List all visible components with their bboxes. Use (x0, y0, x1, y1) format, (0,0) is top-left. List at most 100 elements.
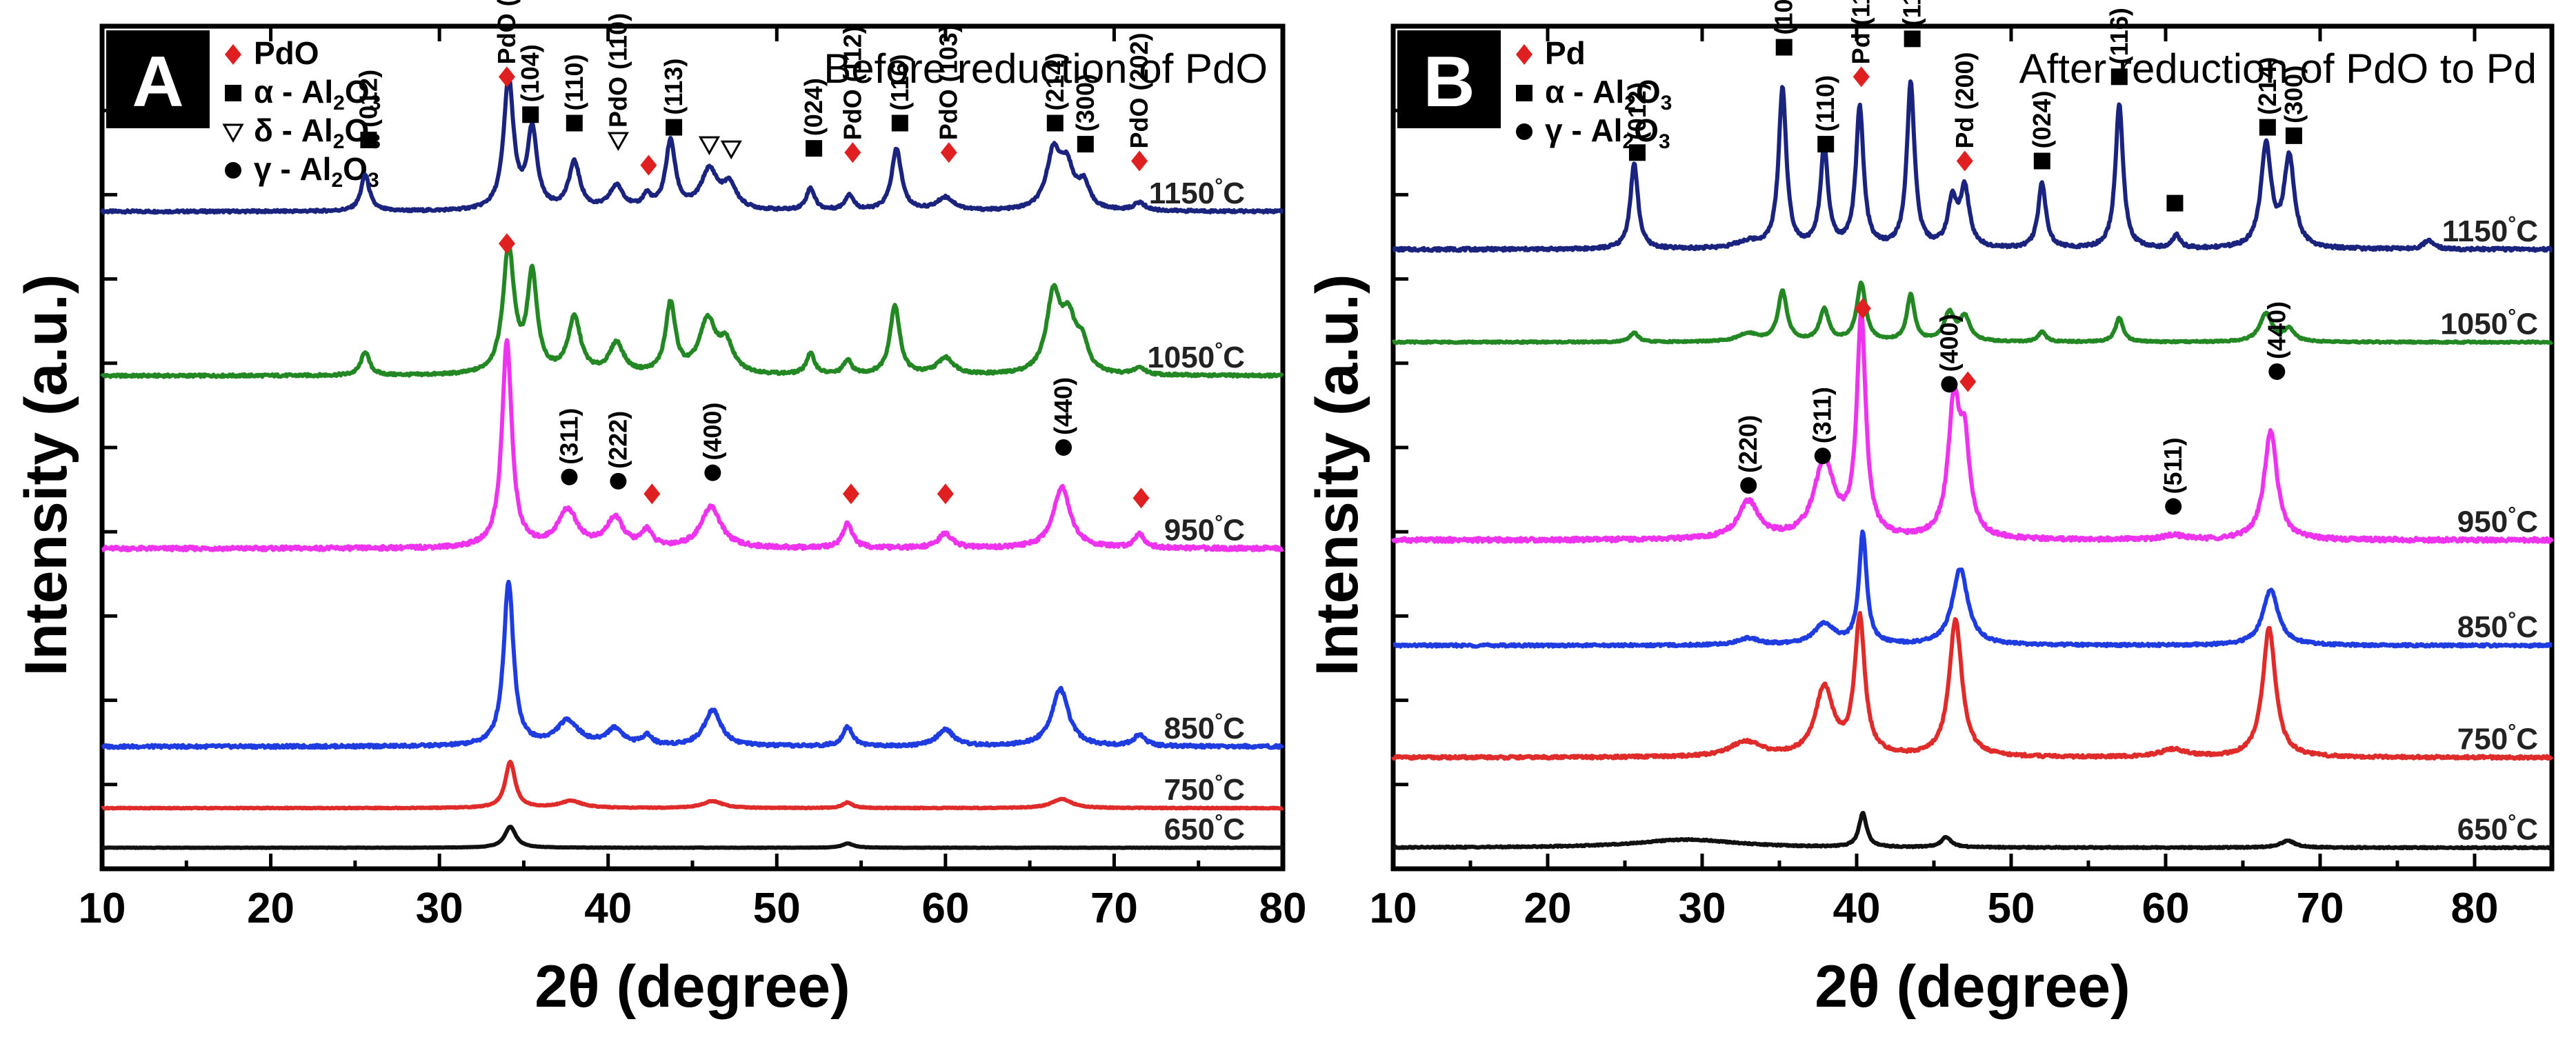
peak-label: (104) (1770, 0, 1798, 35)
series-label-650: 650°C (2457, 810, 2538, 846)
peak-label: (222) (603, 411, 632, 469)
peak-triangle-icon (607, 132, 629, 152)
peak-label: (110) (1811, 75, 1839, 132)
series-label-1150: 1150°C (2442, 212, 2538, 248)
peak-diamond-icon (940, 142, 957, 163)
panel-B: 10 20 30 40 50 60 70 80 2θ (degree) Intensity (a.… (1304, 0, 2555, 1020)
peak-label: (300) (1071, 74, 1099, 132)
series-label-650: 650°C (1164, 810, 1245, 846)
series-line-650 (101, 825, 1284, 850)
peak-diamond-icon (842, 483, 859, 505)
peak-square-icon (2259, 119, 2276, 136)
legend-circle-icon (225, 162, 241, 179)
series-line-1150 (1392, 79, 2553, 253)
peak-square-icon (360, 131, 377, 148)
legend-square-icon (1516, 85, 1532, 101)
peak-diamond-icon (1959, 371, 1977, 392)
peak-diamond-icon (498, 233, 515, 254)
peak-square-icon (891, 114, 908, 132)
peak-label: (113) (1898, 0, 1926, 26)
peak-circle-icon (2165, 498, 2182, 515)
series-line-950 (1391, 310, 2554, 544)
panel-badge (1397, 30, 1501, 128)
legend-label: Pd (1545, 35, 1586, 71)
peak-label: (440) (1049, 377, 1077, 435)
x-tick-label: 50 (1988, 885, 2035, 932)
peak-label: (012) (1623, 82, 1651, 140)
legend-triangle-icon (222, 123, 244, 143)
series-line-1050 (100, 240, 1284, 379)
series-label-950: 950°C (2457, 503, 2538, 539)
x-tick-label: 10 (1370, 885, 1417, 932)
x-tick-label: 80 (1259, 885, 1307, 932)
x-tick-label: 40 (584, 885, 632, 932)
series-line-950 (101, 338, 1285, 553)
x-tick-label: 30 (1679, 885, 1726, 932)
series-label-1050: 1050°C (1147, 339, 1245, 374)
x-axis-title: 2θ (degree) (535, 954, 850, 1020)
peak-square-icon (2285, 127, 2302, 144)
legend-label: γ - Al2O3 (254, 151, 379, 192)
peak-circle-icon (1055, 439, 1072, 456)
panel-title: Before reduction of PdO (823, 46, 1268, 92)
peak-label: (113) (659, 59, 688, 115)
panel-badge (106, 30, 210, 128)
peak-label: PdO (101) (492, 0, 521, 64)
peak-label: (012) (354, 70, 382, 128)
peak-diamond-icon (844, 142, 861, 163)
peak-label: PdO (103) (935, 24, 963, 140)
peak-label: PdO (202) (1125, 32, 1153, 148)
x-tick-label: 20 (1524, 885, 1572, 932)
peak-diamond-icon (937, 483, 954, 505)
peak-square-icon (666, 119, 683, 136)
series-line-850 (1392, 529, 2553, 649)
legend-label: α - Al2O3 (1545, 74, 1672, 114)
peak-label: (214) (2253, 57, 2282, 115)
peak-square-icon (1046, 114, 1064, 132)
peak-label: (116) (886, 54, 914, 110)
peak-diamond-icon (498, 66, 515, 88)
legend-label: PdO (254, 35, 319, 71)
peak-label: (024) (799, 78, 828, 136)
peak-label: (311) (1808, 387, 1837, 443)
peak-diamond-icon (1131, 150, 1148, 172)
x-tick-label: 30 (416, 885, 463, 932)
peak-label: (300) (2279, 66, 2308, 123)
series-label-950: 950°C (1164, 512, 1245, 547)
peak-circle-icon (704, 464, 721, 481)
peak-diamond-icon (1132, 487, 1150, 509)
peak-triangle-icon (720, 140, 742, 160)
x-tick-label: 10 (79, 885, 126, 932)
peak-square-icon (566, 114, 583, 132)
peak-square-icon (2033, 152, 2050, 170)
peak-square-icon (1904, 30, 1921, 48)
plot-frame (1390, 23, 2555, 872)
peak-circle-icon (561, 468, 578, 485)
legend-circle-icon (1516, 123, 1532, 140)
peak-circle-icon (610, 472, 627, 490)
y-axis-title: Intensity (a.u.) (1304, 274, 1370, 676)
series-label-850: 850°C (1164, 710, 1245, 745)
series-label-750: 750°C (2457, 721, 2538, 756)
legend-square-icon (225, 85, 241, 101)
legend-diamond-icon (225, 44, 241, 65)
panel-A: 10 20 30 40 50 60 70 80 2θ (degree) Intensity (a.… (13, 0, 1306, 1020)
peak-circle-icon (2268, 363, 2286, 381)
x-tick-label: 80 (2451, 885, 2499, 932)
legend-diamond-icon (1516, 44, 1532, 65)
peak-circle-icon (1740, 476, 1757, 494)
x-tick-label: 60 (2142, 885, 2190, 932)
series-line-650 (1392, 811, 2554, 851)
series-label-1150: 1150°C (1149, 174, 1245, 210)
x-tick-label: 40 (1833, 885, 1881, 932)
x-tick-label: 50 (753, 885, 801, 932)
series-label-850: 850°C (2457, 608, 2538, 644)
peak-label: (220) (1734, 415, 1762, 473)
series-line-750 (1391, 611, 2554, 761)
peak-diamond-icon (1853, 66, 1870, 88)
peak-label: (024) (2028, 90, 2056, 148)
peak-label: (116) (2105, 8, 2133, 64)
x-tick-label: 60 (921, 885, 969, 932)
x-axis-title: 2θ (degree) (1815, 954, 2130, 1020)
